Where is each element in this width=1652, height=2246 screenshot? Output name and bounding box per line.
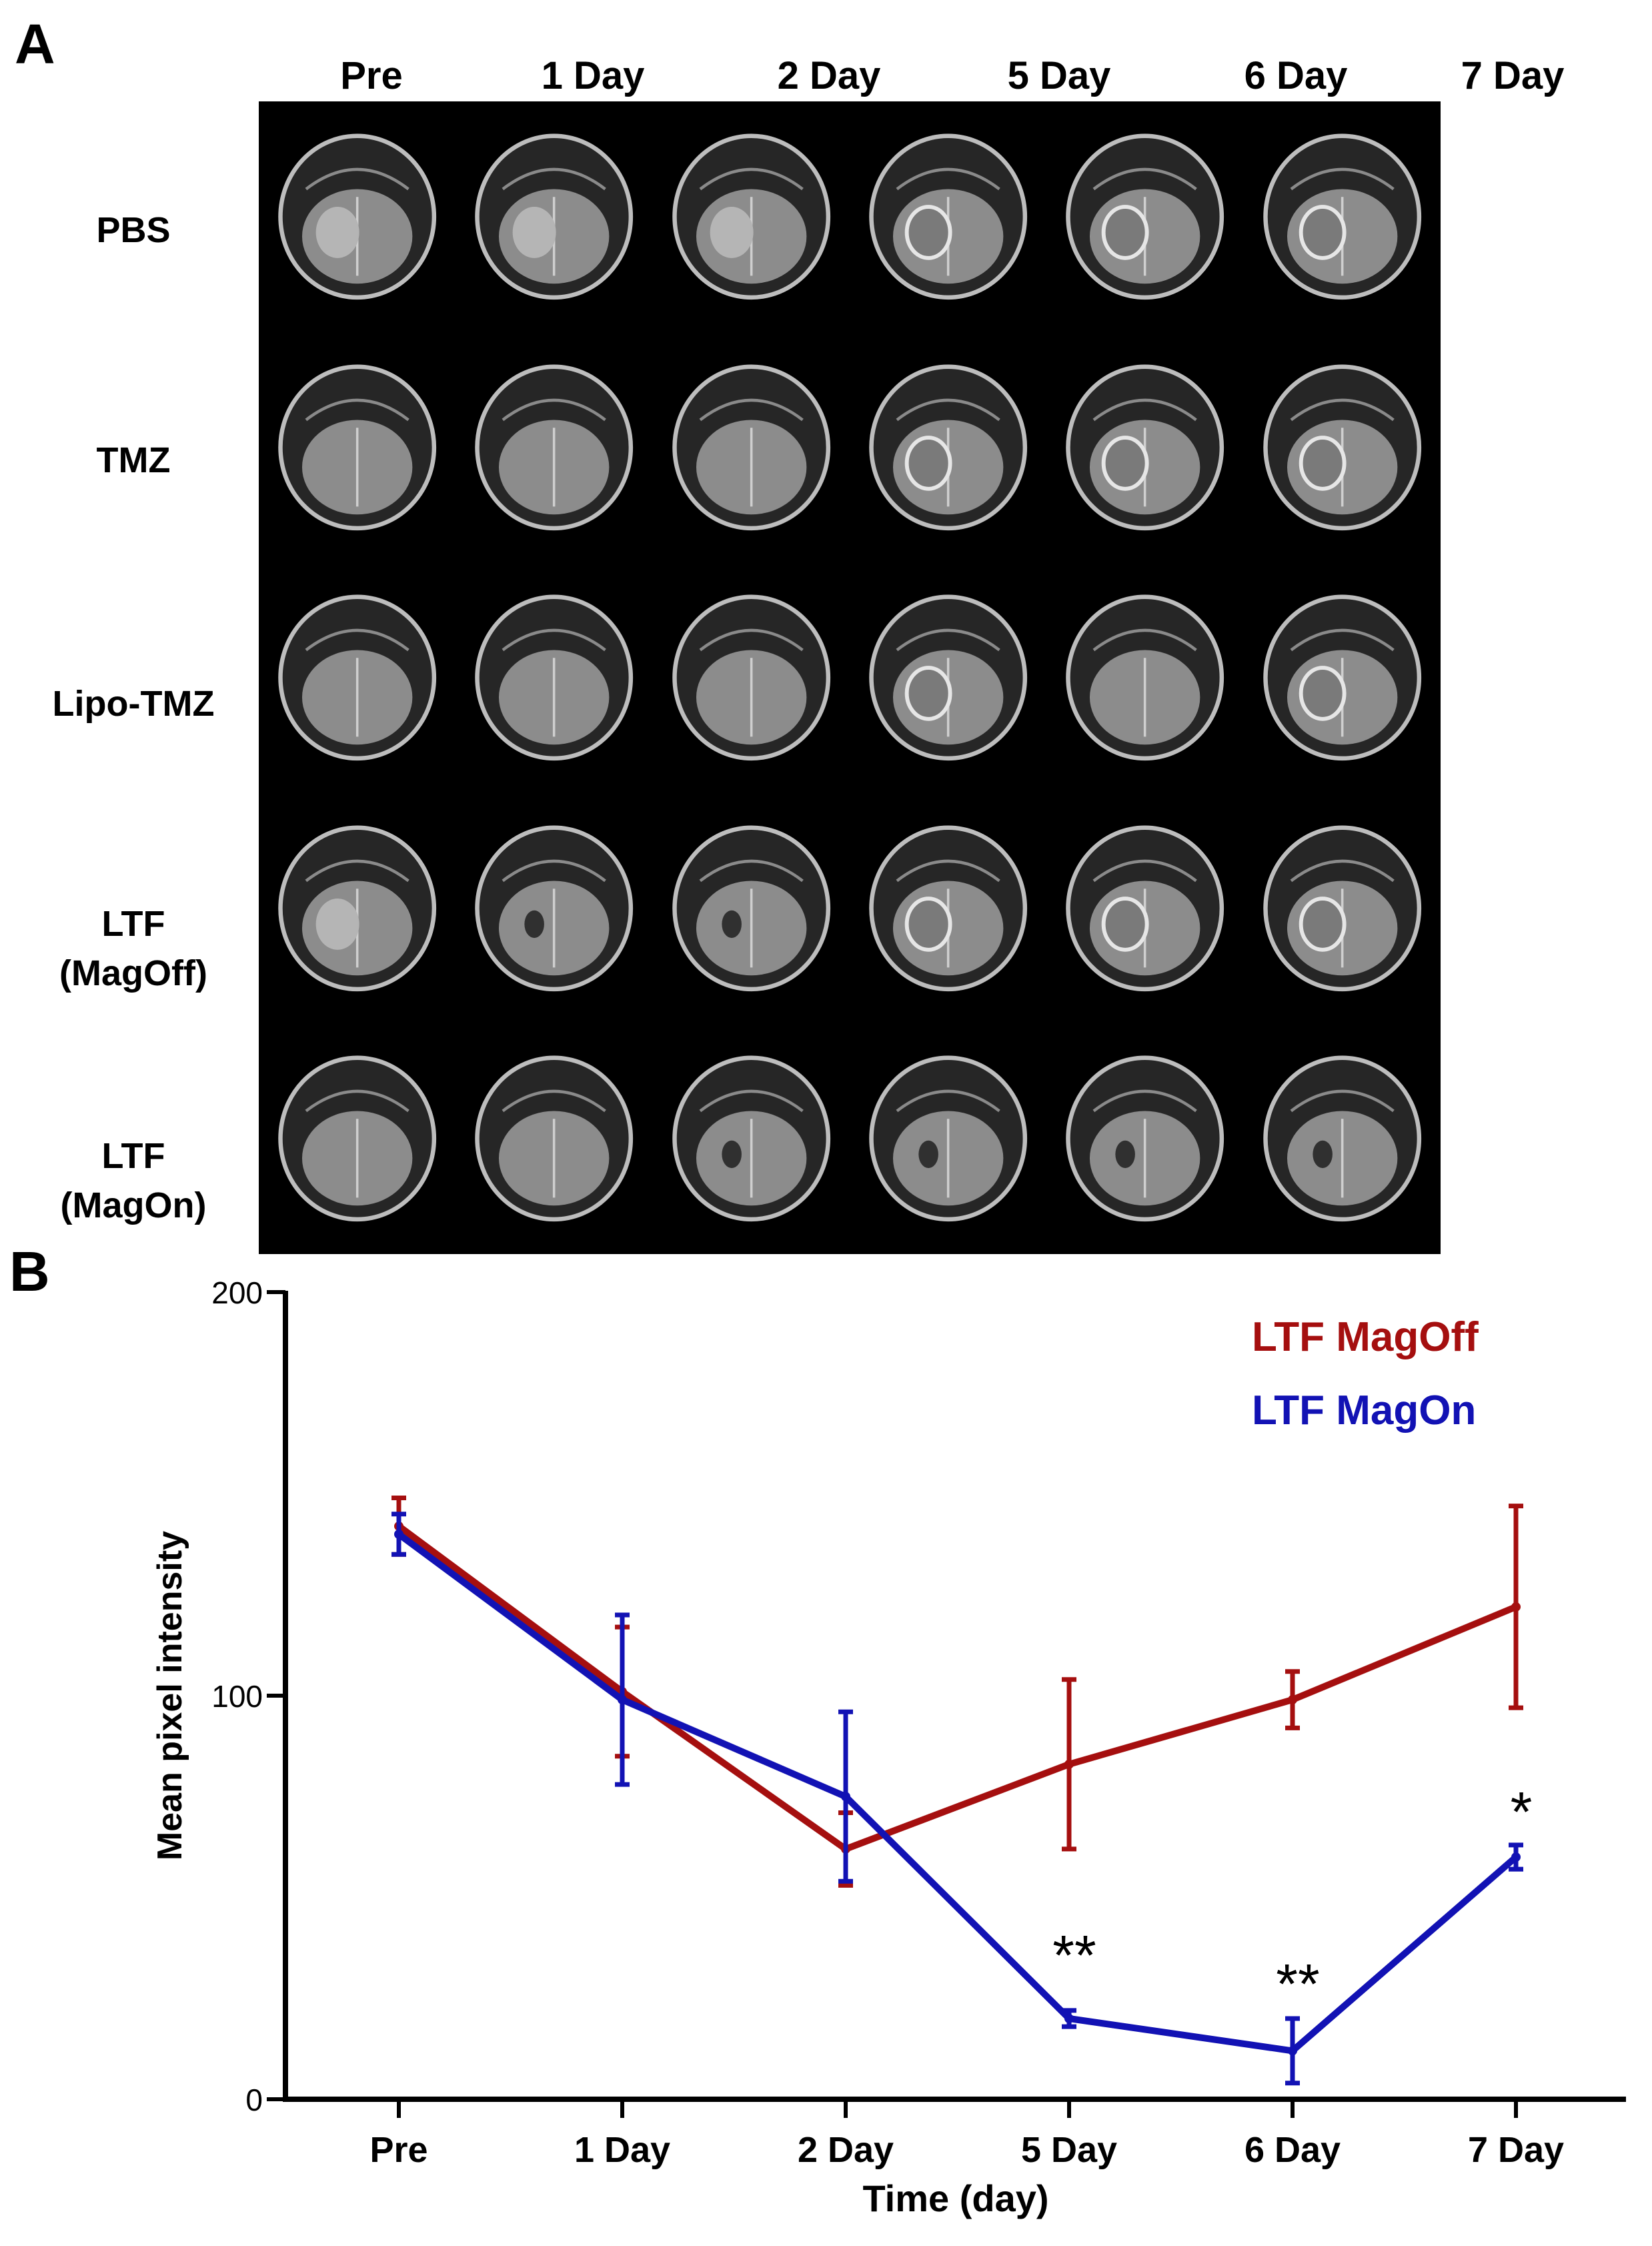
x-tick-label: 5 Day — [1021, 2130, 1117, 2170]
row-label: LTF (MagOff) — [13, 899, 253, 998]
data-point — [1288, 2046, 1297, 2056]
mri-slice-image — [1046, 793, 1243, 1024]
column-label: 2 Day — [777, 54, 881, 97]
mri-slice-image — [653, 562, 850, 793]
row-label-line1: PBS — [96, 210, 171, 250]
data-point — [1288, 1695, 1297, 1705]
row-label-line2: (MagOff) — [59, 953, 207, 993]
mri-slice-image — [1244, 1023, 1441, 1254]
mri-slice-image — [850, 101, 1046, 332]
x-tick-label: 7 Day — [1468, 2130, 1564, 2170]
data-point — [1064, 1759, 1074, 1769]
line-chart: 0 100 200 Pre 1 Day 2 Day 5 Day 6 Day 7 Day Time … — [151, 1275, 1626, 2219]
series-line-magoff — [397, 1523, 1517, 1852]
mri-slice-image — [456, 793, 652, 1024]
mri-slice-image — [259, 562, 456, 793]
mri-slice-image — [653, 332, 850, 563]
panel-a-letter: A — [15, 13, 55, 75]
column-label: 6 Day — [1244, 54, 1348, 97]
significance-annotation: * — [1511, 1780, 1533, 1843]
mri-slice-image — [456, 101, 652, 332]
mri-slice-image — [850, 793, 1046, 1024]
legend-entry: LTF MagOff — [1252, 1314, 1479, 1360]
data-point — [1511, 1852, 1521, 1862]
row-label-line1: LTF — [101, 904, 165, 944]
mri-slice-image — [259, 332, 456, 563]
mri-slice-image — [259, 101, 456, 332]
mri-slice-image — [1244, 793, 1441, 1024]
series-line-magon — [397, 1531, 1519, 2055]
significance-annotation: ** — [1052, 1924, 1096, 1987]
x-tick-label: 1 Day — [574, 2130, 670, 2170]
data-point — [1064, 2014, 1074, 2023]
significance-annotation: ** — [1276, 1952, 1319, 2015]
mri-slice-image — [1244, 101, 1441, 332]
mri-slice-image — [850, 1023, 1046, 1254]
column-label: 7 Day — [1461, 54, 1565, 97]
mri-slice-image — [456, 332, 652, 563]
mri-slice-image — [259, 793, 456, 1024]
mri-slice-image — [259, 1023, 456, 1254]
mri-slice-image — [1244, 332, 1441, 563]
row-label: LTF (MagOn) — [13, 1131, 253, 1230]
mri-slice-image — [653, 793, 850, 1024]
mri-slice-image — [456, 1023, 652, 1254]
row-label: TMZ — [13, 436, 253, 485]
mri-slice-image — [653, 101, 850, 332]
row-label-line1: Lipo-TMZ — [52, 684, 215, 724]
legend-entry: LTF MagOn — [1252, 1387, 1476, 1434]
panel-b-letter: B — [9, 1240, 50, 1303]
row-label-line2: (MagOn) — [60, 1185, 207, 1225]
column-label: 5 Day — [1007, 54, 1111, 97]
mri-slice-image — [1046, 562, 1243, 793]
row-label-line1: TMZ — [96, 440, 171, 480]
mri-slice-image — [1244, 562, 1441, 793]
y-tick-label: 0 — [245, 2083, 263, 2117]
data-point — [841, 1792, 850, 1802]
row-label: PBS — [13, 205, 253, 255]
x-tick-label: 2 Day — [798, 2130, 894, 2170]
data-point — [394, 1530, 403, 1539]
y-tick-label: 200 — [211, 1275, 263, 1310]
row-label: Lipo-TMZ — [13, 679, 253, 728]
x-tick-label: Pre — [369, 2130, 428, 2170]
mri-slice-image — [1046, 332, 1243, 563]
y-axis-title: Mean pixel intensity — [151, 1531, 189, 1860]
row-label-line1: LTF — [101, 1136, 165, 1176]
mri-slice-image — [850, 332, 1046, 563]
mri-slice-image — [850, 562, 1046, 793]
mri-slice-image — [456, 562, 652, 793]
mri-slice-image — [1046, 1023, 1243, 1254]
mri-slice-image — [653, 1023, 850, 1254]
x-tick-label: 6 Day — [1245, 2130, 1341, 2170]
mri-slice-image — [1046, 101, 1243, 332]
mri-image-grid — [259, 101, 1441, 1254]
data-point — [1511, 1602, 1521, 1612]
column-label: 1 Day — [541, 54, 645, 97]
y-tick-label: 100 — [211, 1679, 263, 1714]
column-label: Pre — [340, 54, 403, 97]
x-axis-title: Time (day) — [862, 2177, 1048, 2219]
data-point — [618, 1695, 627, 1705]
